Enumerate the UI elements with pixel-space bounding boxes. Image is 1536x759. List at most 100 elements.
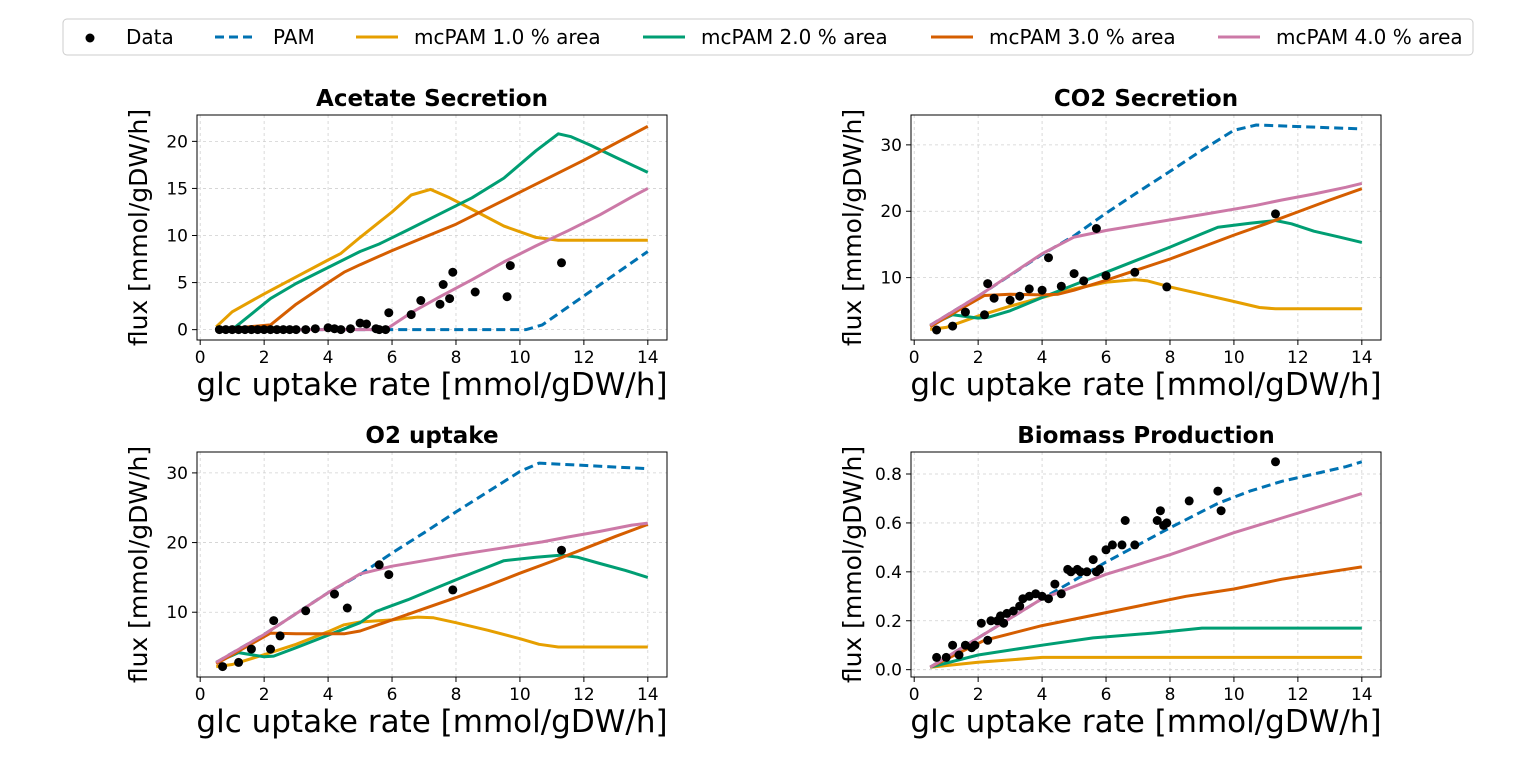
data-point xyxy=(980,310,989,320)
data-point xyxy=(1069,269,1079,279)
x-tick-label: 10 xyxy=(1223,685,1245,705)
data-point xyxy=(301,606,311,616)
series-line-5 xyxy=(929,181,1363,327)
data-point xyxy=(384,308,394,318)
y-tick-label: 10 xyxy=(880,269,902,289)
data-point xyxy=(301,325,311,335)
y-tick-label: 0.6 xyxy=(875,514,902,534)
data-point xyxy=(1079,276,1089,286)
data-point xyxy=(227,325,237,335)
y-tick-label: 10 xyxy=(166,603,188,623)
data-point xyxy=(557,545,566,555)
x-tick-label: 2 xyxy=(259,685,270,705)
y-axis-label: flux [mmol/gDW/h] xyxy=(838,446,867,683)
legend-label: mcPAM 3.0 % area xyxy=(989,25,1176,49)
data-point xyxy=(285,325,295,335)
legend-item-5: mcPAM 3.0 % area xyxy=(931,25,1176,49)
data-point xyxy=(1101,545,1111,555)
x-tick-label: 6 xyxy=(1101,348,1112,368)
data-point xyxy=(1162,518,1172,528)
legend-marker xyxy=(85,33,95,43)
data-point xyxy=(1076,567,1085,577)
data-point xyxy=(1095,564,1105,574)
x-tick-label: 0 xyxy=(909,348,920,368)
data-point xyxy=(1050,579,1060,589)
legend-item-3: mcPAM 1.0 % area xyxy=(356,25,601,49)
x-tick-label: 8 xyxy=(451,685,462,705)
data-point xyxy=(448,267,458,277)
data-point xyxy=(438,280,448,289)
plot-frame xyxy=(910,451,1382,678)
data-point xyxy=(1213,486,1223,496)
y-tick-label: 0 xyxy=(177,321,188,341)
series-line-4 xyxy=(215,522,649,666)
legend-item-2: PAM xyxy=(215,25,315,49)
x-tick-label: 0 xyxy=(195,348,206,368)
y-axis-label: flux [mmol/gDW/h] xyxy=(124,446,153,683)
x-tick-label: 14 xyxy=(637,348,659,368)
x-tick-label: 14 xyxy=(637,685,659,705)
x-tick-label: 14 xyxy=(1351,348,1373,368)
plot-frame xyxy=(196,114,668,341)
data-point xyxy=(986,616,996,626)
legend-item-4: mcPAM 2.0 % area xyxy=(643,25,888,49)
data-point xyxy=(234,325,244,335)
y-tick-label: 0.8 xyxy=(875,465,902,485)
data-point xyxy=(999,618,1009,628)
x-tick-label: 10 xyxy=(509,685,531,705)
data-point xyxy=(1271,209,1280,219)
data-point xyxy=(346,324,355,334)
legend-item-1: Data xyxy=(85,25,174,49)
x-tick-label: 4 xyxy=(323,348,334,368)
data-point xyxy=(948,321,958,331)
x-tick-label: 12 xyxy=(1287,348,1309,368)
data-point xyxy=(1152,516,1162,525)
series-line-5 xyxy=(929,492,1363,669)
data-point xyxy=(374,560,384,570)
data-point xyxy=(1107,540,1117,550)
panel-title: Biomass Production xyxy=(1017,423,1275,449)
data-point xyxy=(246,644,256,654)
data-point xyxy=(406,310,416,320)
data-point xyxy=(1120,516,1130,525)
data-point xyxy=(948,640,958,650)
x-tick-label: 8 xyxy=(1165,348,1176,368)
data-point xyxy=(1056,589,1066,599)
data-point xyxy=(291,325,301,335)
legend-item-6: mcPAM 4.0 % area xyxy=(1218,25,1463,49)
x-tick-label: 14 xyxy=(1351,685,1373,705)
data-point xyxy=(342,603,352,613)
series-line-2 xyxy=(930,278,1362,331)
data-point xyxy=(416,296,426,305)
y-tick-label: 30 xyxy=(166,464,188,484)
data-point xyxy=(435,299,445,309)
data-point xyxy=(246,325,256,335)
x-tick-label: 4 xyxy=(1037,685,1048,705)
data-point xyxy=(448,585,458,595)
data-point xyxy=(374,325,384,335)
data-point xyxy=(989,293,999,303)
data-point xyxy=(1091,224,1101,233)
y-tick-label: 20 xyxy=(166,132,188,152)
data-point xyxy=(954,650,964,660)
series-line-4 xyxy=(929,187,1363,328)
legend: Data PAM mcPAM 1.0 % area mcPAM 2.0 % area m… xyxy=(62,18,1474,56)
series-line-3 xyxy=(216,132,649,332)
series-line-2 xyxy=(930,655,1362,669)
x-tick-label: 2 xyxy=(259,348,270,368)
x-tick-label: 12 xyxy=(1287,685,1309,705)
data-point xyxy=(1044,253,1053,263)
y-tick-label: 20 xyxy=(166,534,188,554)
data-point xyxy=(266,644,275,654)
data-point xyxy=(1184,496,1194,506)
x-tick-label: 8 xyxy=(451,348,462,368)
y-tick-label: 0.2 xyxy=(875,612,902,632)
data-point xyxy=(278,325,288,335)
x-tick-label: 6 xyxy=(1101,685,1112,705)
data-point xyxy=(214,325,224,335)
x-tick-label: 8 xyxy=(1165,685,1176,705)
data-point xyxy=(218,662,228,672)
data-point xyxy=(932,325,942,335)
data-point xyxy=(976,618,986,628)
